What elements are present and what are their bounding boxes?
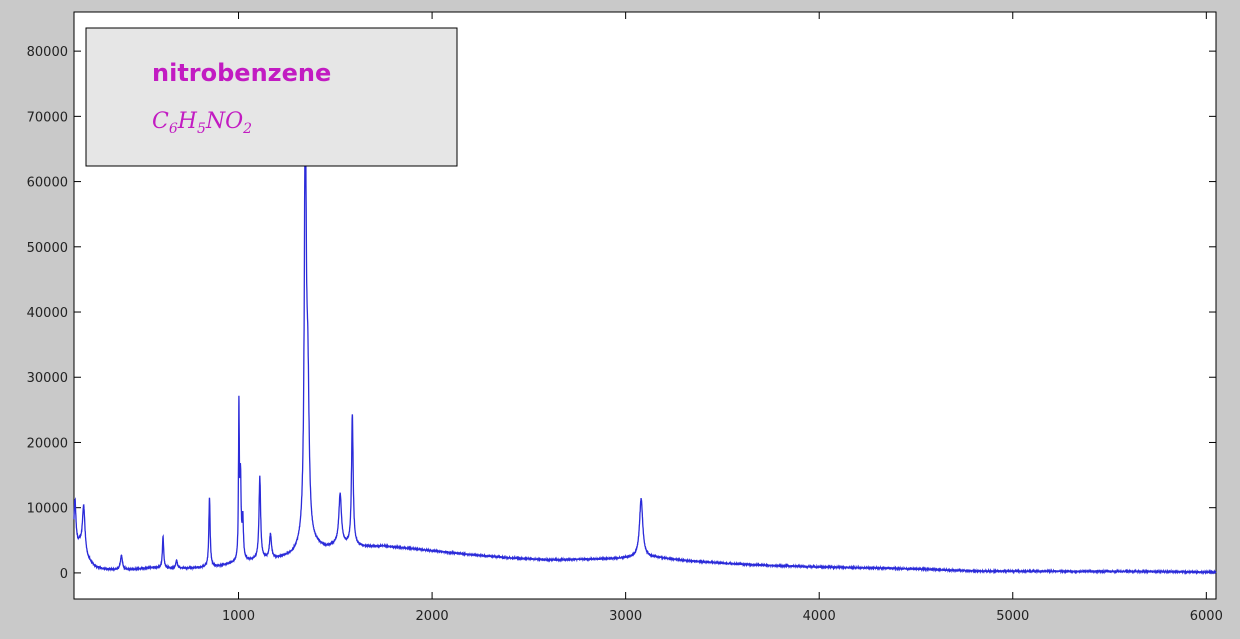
y-tick-label: 10000 <box>27 502 68 517</box>
formula-c: C <box>152 109 169 134</box>
formula-h: H <box>177 109 198 134</box>
x-tick-label: 2000 <box>416 609 449 624</box>
y-tick-label: 20000 <box>27 436 68 451</box>
y-tick-label: 60000 <box>27 176 68 191</box>
spectrum-series-line <box>73 87 1217 576</box>
x-tick-label: 3000 <box>609 609 642 624</box>
legend-box: nitrobenzene C6H5NO2 <box>85 27 458 167</box>
formula-h-sub: 5 <box>197 121 206 137</box>
y-tick-label: 70000 <box>27 110 68 125</box>
x-tick-label: 1000 <box>222 609 255 624</box>
formula-no-sub: 2 <box>242 121 252 137</box>
x-tick-labels: 1000 2000 3000 4000 5000 6000 <box>222 609 1223 624</box>
legend-formula: C6H5NO2 <box>152 109 252 137</box>
y-tick-label: 80000 <box>27 45 68 60</box>
x-tick-label: 5000 <box>996 609 1029 624</box>
y-tick-label: 30000 <box>27 371 68 386</box>
y-tick-label: 0 <box>60 567 68 582</box>
x-tick-label: 4000 <box>803 609 836 624</box>
formula-c-sub: 6 <box>169 121 178 137</box>
legend-title: nitrobenzene <box>152 59 331 87</box>
y-tick-label: 50000 <box>27 241 68 256</box>
y-tick-labels: 0 10000 20000 30000 40000 50000 60000 70000 8000… <box>27 45 68 582</box>
x-tick-label: 6000 <box>1190 609 1223 624</box>
legend-background <box>85 27 458 167</box>
formula-no: NO <box>205 109 243 134</box>
y-tick-label: 40000 <box>27 306 68 321</box>
